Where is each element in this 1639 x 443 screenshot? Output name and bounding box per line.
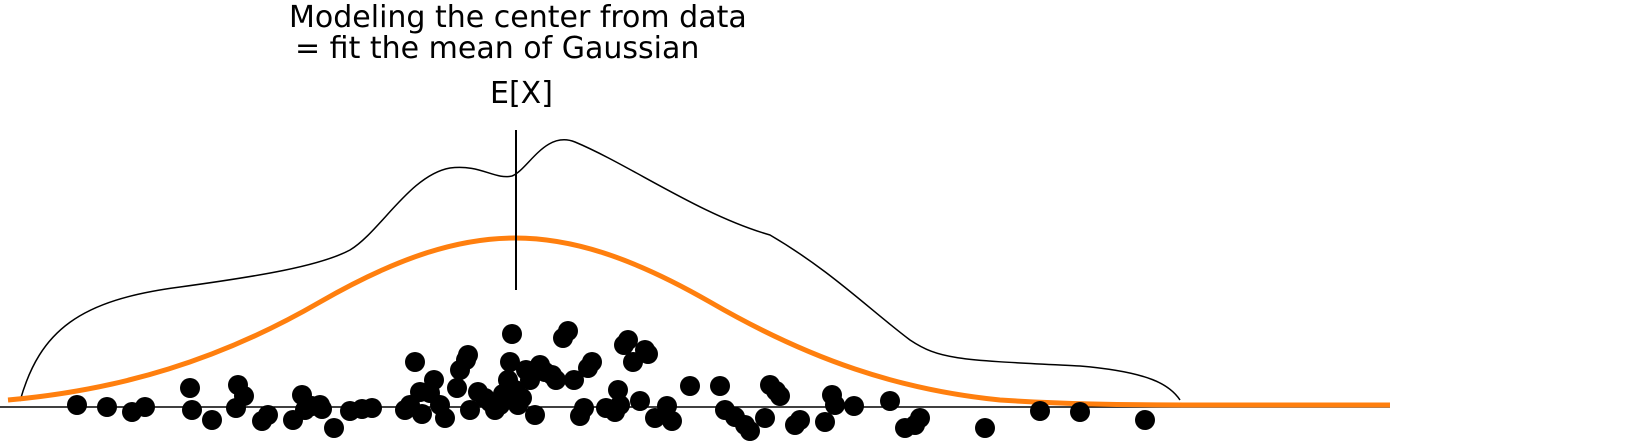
data-point — [574, 398, 594, 418]
data-point — [258, 405, 278, 425]
data-point — [226, 398, 246, 418]
data-point — [502, 324, 522, 344]
data-point — [638, 344, 658, 364]
data-point — [975, 418, 995, 438]
data-density-curve — [19, 139, 1181, 402]
data-point — [458, 345, 478, 365]
data-point — [662, 411, 682, 431]
data-point — [67, 395, 87, 415]
data-point — [460, 400, 480, 420]
title-line-2: = fit the mean of Gaussian — [295, 31, 699, 66]
data-point — [1135, 410, 1155, 430]
data-point — [582, 352, 602, 372]
data-point — [324, 418, 344, 438]
data-point — [618, 330, 638, 350]
data-point — [755, 408, 775, 428]
data-point — [97, 397, 117, 417]
data-point — [770, 386, 790, 406]
data-point — [525, 405, 545, 425]
data-point — [630, 391, 650, 411]
mean-label: E[X] — [490, 76, 553, 111]
data-point — [546, 370, 566, 390]
data-point — [564, 370, 584, 390]
data-point — [500, 352, 520, 372]
data-point — [1070, 402, 1090, 422]
data-point — [740, 421, 760, 441]
data-points — [67, 321, 1155, 441]
data-point — [608, 380, 628, 400]
data-point — [180, 378, 200, 398]
data-point — [405, 352, 425, 372]
data-point — [435, 408, 455, 428]
data-point — [412, 404, 432, 424]
data-point — [312, 399, 332, 419]
data-point — [610, 395, 630, 415]
data-point — [790, 410, 810, 430]
data-point — [880, 391, 900, 411]
data-point — [512, 388, 532, 408]
data-point — [520, 370, 540, 390]
data-point — [710, 376, 730, 396]
data-point — [202, 410, 222, 430]
gaussian-fit-curve — [7, 235, 1390, 408]
data-point — [844, 396, 864, 416]
data-point — [135, 397, 155, 417]
data-point — [815, 412, 835, 432]
data-point — [558, 321, 578, 341]
data-point — [447, 378, 467, 398]
title-line-1: Modeling the center from data — [289, 0, 747, 35]
data-point — [680, 376, 700, 396]
data-point — [424, 370, 444, 390]
data-point — [362, 398, 382, 418]
data-point — [825, 395, 845, 415]
data-point — [910, 408, 930, 428]
data-point — [182, 400, 202, 420]
data-point — [1030, 401, 1050, 421]
